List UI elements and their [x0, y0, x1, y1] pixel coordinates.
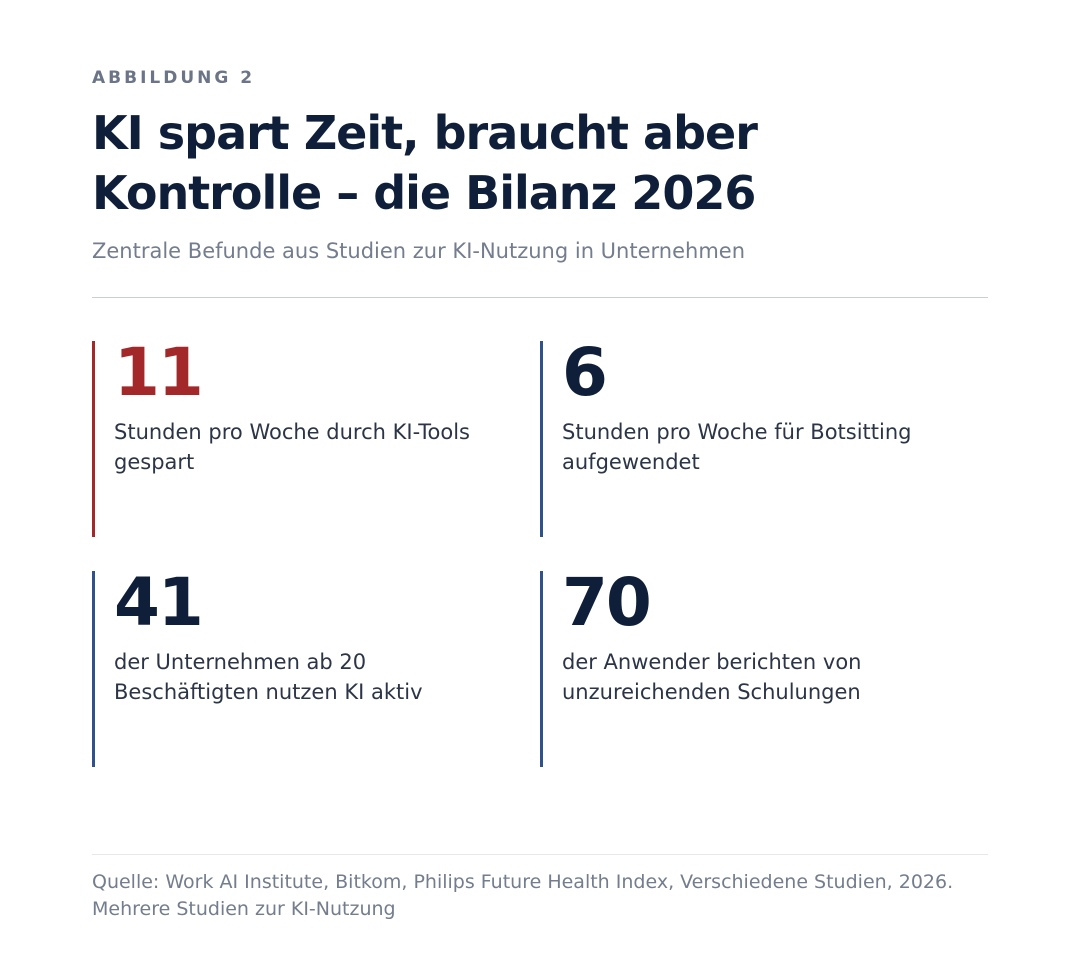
- stat-card-companies-using-ai: 41 der Unternehmen ab 20 Beschäftigten n…: [92, 564, 512, 767]
- stat-value: 41: [114, 564, 204, 641]
- stat-description: der Unternehmen ab 20 Beschäftigten nutz…: [114, 650, 423, 704]
- stat-description: der Anwender berichten von unzureichende…: [562, 650, 862, 704]
- stat-card-hours-saved: 11 Stunden pro Woche durch KI-Tools gesp…: [92, 334, 512, 537]
- page-title: KI spart Zeit, braucht aber Kontrolle – …: [92, 106, 758, 220]
- subtitle: Zentrale Befunde aus Studien zur KI-Nutz…: [92, 239, 746, 263]
- stat-card-insufficient-training: 70 der Anwender berichten von unzureiche…: [540, 564, 960, 767]
- footer-divider: [92, 854, 988, 855]
- stat-description: Stunden pro Woche durch KI-Tools gespart: [114, 420, 470, 474]
- stat-description: Stunden pro Woche für Botsitting aufgewe…: [562, 420, 912, 474]
- figure-label: ABBILDUNG 2: [92, 68, 256, 88]
- stat-card-botsitting-hours: 6 Stunden pro Woche für Botsitting aufge…: [540, 334, 960, 537]
- divider: [92, 297, 988, 298]
- stat-value: 11: [114, 334, 204, 411]
- stat-value: 6: [562, 334, 608, 411]
- source-note: Quelle: Work AI Institute, Bitkom, Phili…: [92, 871, 954, 920]
- stat-value: 70: [562, 564, 652, 641]
